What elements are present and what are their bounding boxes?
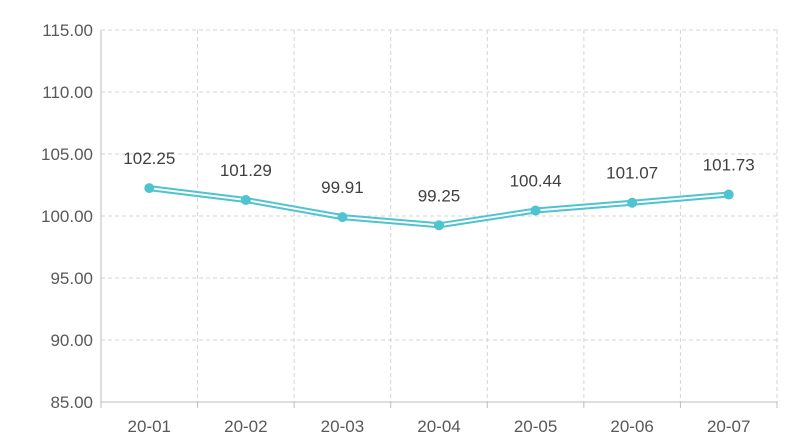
data-label: 100.44 (510, 172, 562, 191)
y-tick-label: 85.00 (50, 393, 93, 412)
x-axis-ticks: 20-01 20-02 20-03 20-04 20-05 20-06 20-07 (128, 417, 751, 436)
data-label: 101.07 (606, 164, 658, 183)
data-point (434, 220, 444, 231)
data-point (530, 205, 541, 216)
data-label: 102.25 (123, 149, 175, 168)
x-tick-label: 20-02 (224, 417, 267, 436)
data-point (627, 197, 638, 208)
data-label: 101.29 (220, 161, 272, 180)
data-point (337, 212, 348, 223)
grid-lines (101, 29, 778, 402)
data-label: 101.73 (703, 156, 755, 175)
data-points (144, 183, 734, 231)
y-tick-label: 90.00 (50, 331, 93, 350)
x-tick-label: 20-06 (610, 417, 653, 436)
y-tick-label: 100.00 (41, 207, 93, 226)
y-tick-label: 95.00 (50, 269, 93, 288)
x-tick-label: 20-01 (128, 417, 171, 436)
data-point (723, 189, 734, 200)
y-tick-label: 110.00 (42, 83, 93, 102)
data-point (144, 183, 155, 194)
x-tick-label: 20-05 (514, 417, 557, 436)
data-labels: 102.25 101.29 99.91 99.25 100.44 101.07 101.73 (123, 149, 754, 205)
data-label: 99.91 (321, 178, 364, 197)
x-tick-label: 20-07 (707, 417, 750, 436)
y-tick-label: 105.00 (41, 145, 93, 164)
x-tick-label: 20-04 (417, 417, 460, 436)
x-tick-label: 20-03 (321, 417, 364, 436)
axes (100, 30, 778, 408)
data-point (240, 195, 251, 206)
data-label: 99.25 (418, 186, 461, 205)
y-axis-ticks: 115.00 110.00 105.00 100.00 95.00 90.00 85.00 (41, 21, 93, 412)
y-tick-label: 115.00 (42, 21, 93, 40)
